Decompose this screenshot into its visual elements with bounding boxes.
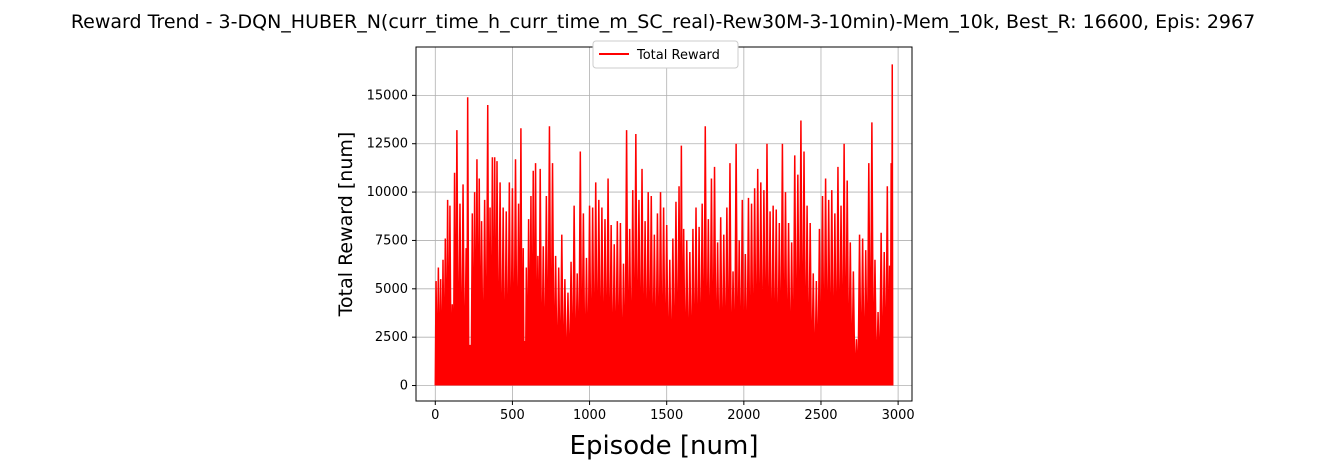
series-layer — [434, 64, 894, 386]
x-axis-label: Episode [num] — [570, 431, 759, 461]
y-tick-label: 10000 — [367, 185, 408, 200]
legend-label: Total Reward — [636, 48, 720, 63]
legend: Total Reward — [592, 40, 739, 69]
y-tick-label: 0 — [400, 379, 408, 394]
y-tick-label: 15000 — [367, 88, 408, 103]
x-tick-label: 2000 — [727, 408, 760, 423]
y-tick-label: 5000 — [375, 282, 408, 297]
tick-layer: 0 500 1000 1500 2000 2500 3000 0 2500 5000 7500 100… — [367, 88, 915, 423]
y-tick-label: 2500 — [375, 330, 408, 345]
x-tick-label: 3000 — [882, 408, 915, 423]
chart-title: Reward Trend - 3-DQN_HUBER_N(curr_time_h… — [71, 11, 1255, 33]
grid-layer — [416, 47, 912, 401]
y-tick-label: 12500 — [367, 137, 408, 152]
x-tick-label: 1000 — [573, 408, 606, 423]
x-tick-label: 1500 — [650, 408, 683, 423]
x-tick-label: 0 — [431, 408, 439, 423]
x-tick-label: 2500 — [804, 408, 837, 423]
legend-box — [592, 40, 739, 69]
y-tick-label: 7500 — [375, 233, 408, 248]
y-axis-label: Total Reward [num] — [335, 132, 357, 318]
x-tick-label: 500 — [500, 408, 525, 423]
series-total-reward — [434, 64, 894, 386]
